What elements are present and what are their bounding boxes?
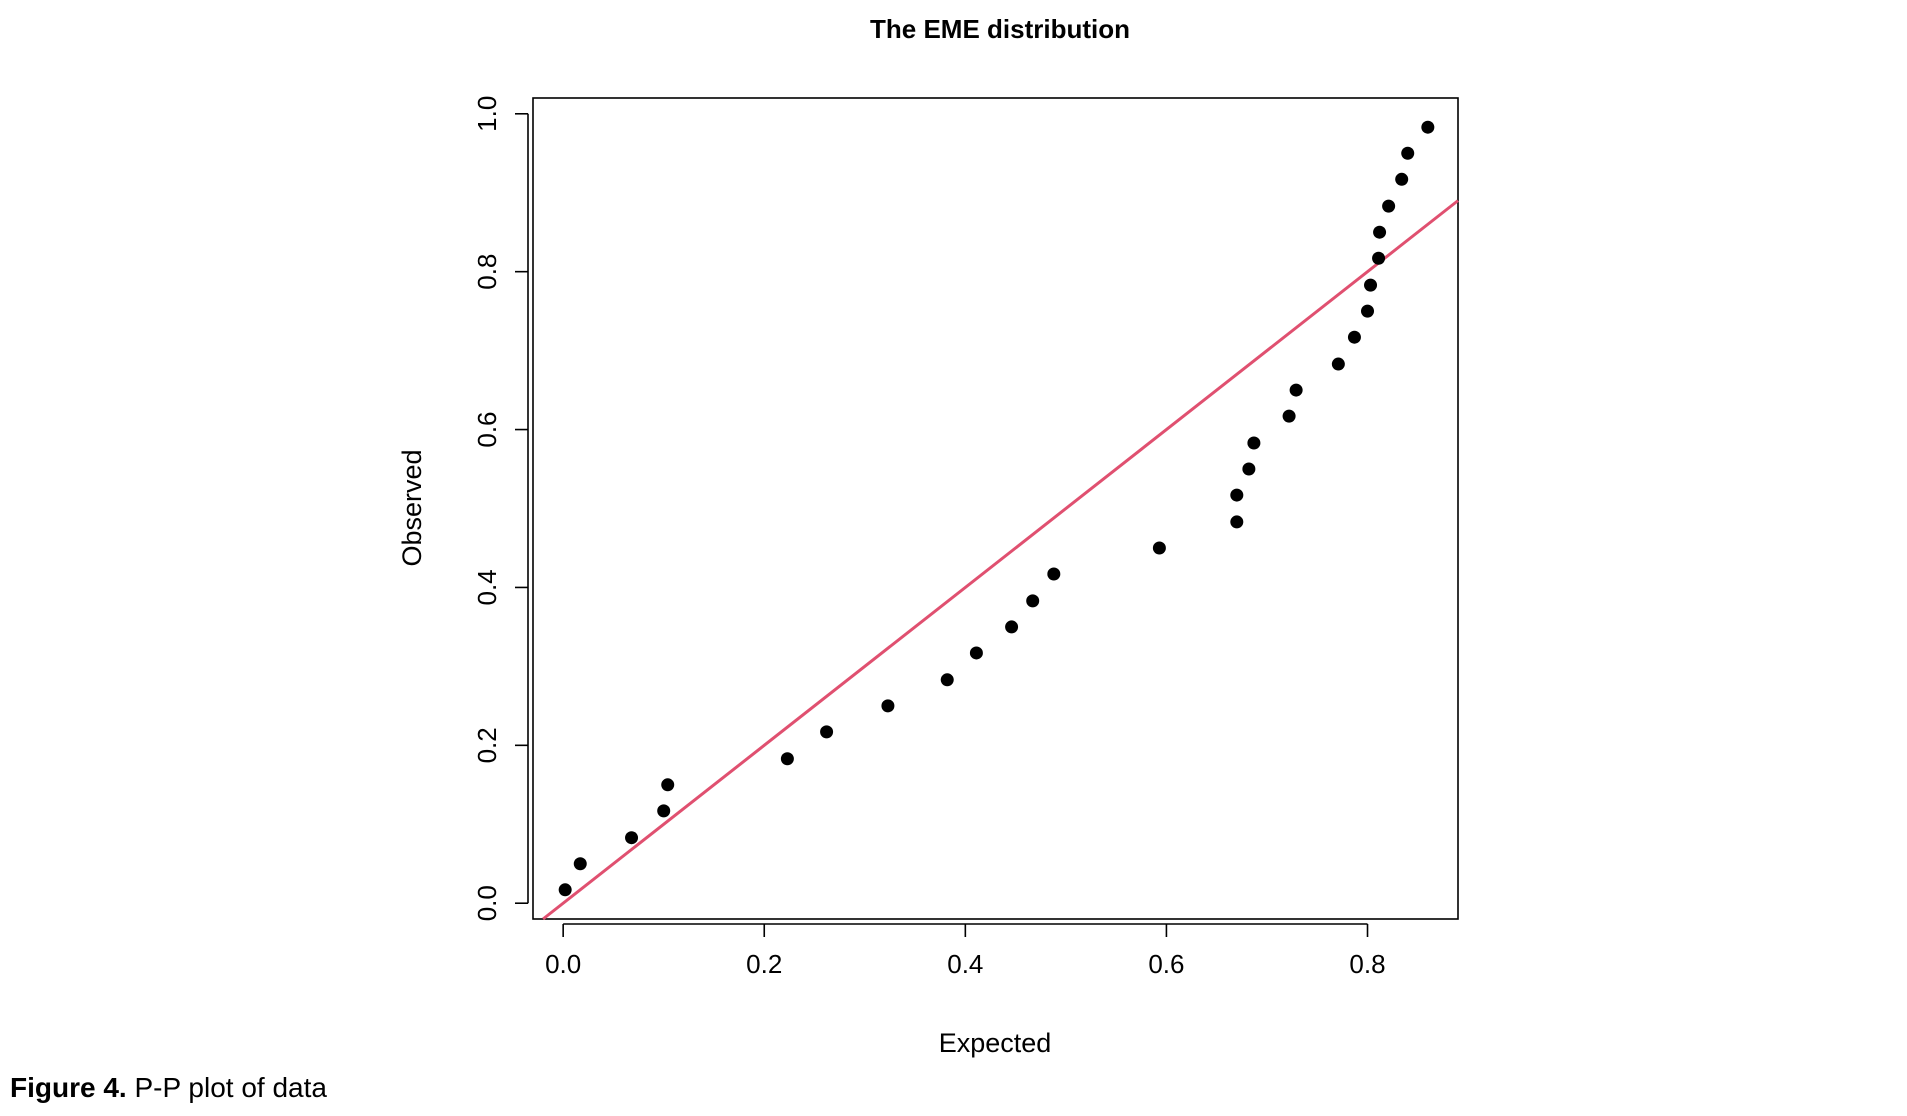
reference-line: [542, 199, 1459, 921]
data-point: [1005, 620, 1019, 634]
figure-caption: Figure 4. P-P plot of data: [10, 1072, 327, 1104]
data-point: [1361, 304, 1375, 318]
y-axis: 0.0 0.2 0.4 0.6 0.8 1.0: [472, 96, 529, 921]
data-point: [1047, 567, 1061, 581]
data-point: [1152, 541, 1166, 555]
data-point: [573, 857, 587, 871]
data-point: [940, 673, 954, 687]
y-tick-label: 0.6: [472, 411, 502, 447]
data-point: [1372, 251, 1386, 265]
reference-line-group: [542, 199, 1459, 921]
data-point: [1230, 515, 1244, 529]
chart-title: The EME distribution: [870, 14, 1130, 44]
data-point: [657, 804, 671, 818]
x-tick-label: 0.4: [947, 949, 983, 979]
data-point: [558, 883, 572, 897]
data-point: [1395, 172, 1409, 186]
x-axis: 0.0 0.2 0.4 0.6 0.8: [545, 923, 1386, 979]
plot-frame: [532, 97, 1459, 920]
data-point: [1289, 383, 1303, 397]
data-point: [820, 725, 834, 739]
caption-text: P-P plot of data: [126, 1072, 327, 1103]
data-point: [1347, 330, 1361, 344]
x-tick-label: 0.8: [1349, 949, 1385, 979]
y-tick-label: 1.0: [472, 96, 502, 132]
data-point: [1230, 488, 1244, 502]
x-tick-label: 0.6: [1148, 949, 1184, 979]
data-point: [780, 752, 794, 766]
data-point: [1331, 357, 1345, 371]
y-axis-label: Observed: [397, 449, 427, 566]
data-point: [969, 646, 983, 660]
data-point: [1247, 436, 1261, 450]
y-tick-label: 0.0: [472, 885, 502, 921]
x-axis-label: Expected: [939, 1028, 1052, 1058]
x-tick-label: 0.0: [545, 949, 581, 979]
data-point: [1373, 225, 1387, 239]
y-tick-label: 0.2: [472, 727, 502, 763]
data-point: [1401, 146, 1415, 160]
data-point: [1026, 594, 1040, 608]
data-point: [1364, 278, 1378, 292]
data-point: [1282, 409, 1296, 423]
y-tick-label: 0.4: [472, 569, 502, 605]
data-point: [1382, 199, 1396, 213]
data-point: [625, 831, 639, 845]
y-tick-label: 0.8: [472, 254, 502, 290]
data-point: [1242, 462, 1256, 476]
data-point: [1421, 120, 1435, 134]
x-tick-label: 0.2: [746, 949, 782, 979]
data-point: [661, 778, 675, 792]
data-point: [881, 699, 895, 713]
caption-label: Figure 4.: [10, 1072, 127, 1103]
data-points: [558, 120, 1435, 897]
